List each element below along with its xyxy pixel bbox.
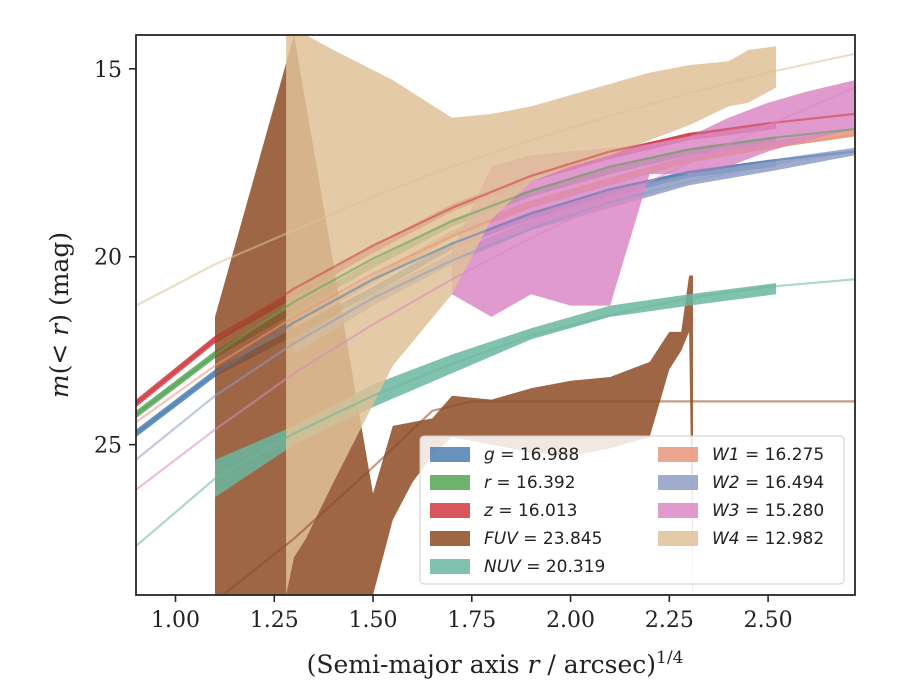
w4-band [286,35,776,595]
w2-model-curve [136,150,855,461]
w1-legend-swatch [658,447,698,462]
x-tick-label: 2.50 [744,608,793,633]
g-legend-swatch [430,447,470,462]
r-legend-swatch [430,475,470,490]
y-axis: 15 20 25 [94,58,136,459]
z-legend-label: z = 16.013 [483,501,577,521]
plot-frame [135,34,856,596]
z-model-curve [136,112,855,405]
nuv-legend-swatch [430,559,470,574]
g-legend-label: g = 16.988 [484,445,579,465]
y-tick-label: 15 [94,58,122,83]
w3-model-curve [136,86,855,491]
x-axis: 1.00 1.25 1.50 1.75 2.00 2.25 2.50 [151,595,793,633]
x-tick-label: 1.25 [250,608,299,633]
nuv-model-curve [136,278,855,548]
fuv-legend-label: FUV = 23.845 [484,529,602,549]
x-tick-label: 1.00 [151,608,200,633]
legend: g = 16.988 r = 16.392 z = 16.013 FUV = 23.8… [419,435,845,585]
r-legend-label: r = 16.392 [484,473,576,493]
w1-model-curve [136,133,855,424]
w4-model-curve [136,52,855,307]
y-tick-label: 20 [94,246,122,271]
y-axis-label: m(< r) (mag) [45,232,74,398]
w2-legend-swatch [658,475,698,490]
fuv-legend-swatch [430,531,470,546]
w1-legend-label: W1 = 16.275 [712,445,824,465]
x-tick-label: 2.25 [645,608,694,633]
g-model-curve [136,150,855,435]
x-axis-label: (Semi-major axis r / arcsec)1/4 [307,648,684,679]
z-legend-swatch [430,503,470,518]
w3-legend-label: W3 = 15.280 [712,501,824,521]
nuv-legend-label: NUV = 20.319 [484,557,605,577]
legend-box [419,435,845,585]
x-tick-label: 1.75 [447,608,496,633]
y-tick-label: 25 [94,434,122,459]
w2-legend-label: W2 = 16.494 [712,473,824,493]
model-curves [136,52,855,595]
w4-legend-label: W4 = 12.982 [712,529,824,549]
x-tick-label: 2.00 [546,608,595,633]
fuv-model-curve [221,400,855,595]
w4-legend-swatch [658,531,698,546]
w3-legend-swatch [658,503,698,518]
x-tick-label: 1.50 [349,608,398,633]
